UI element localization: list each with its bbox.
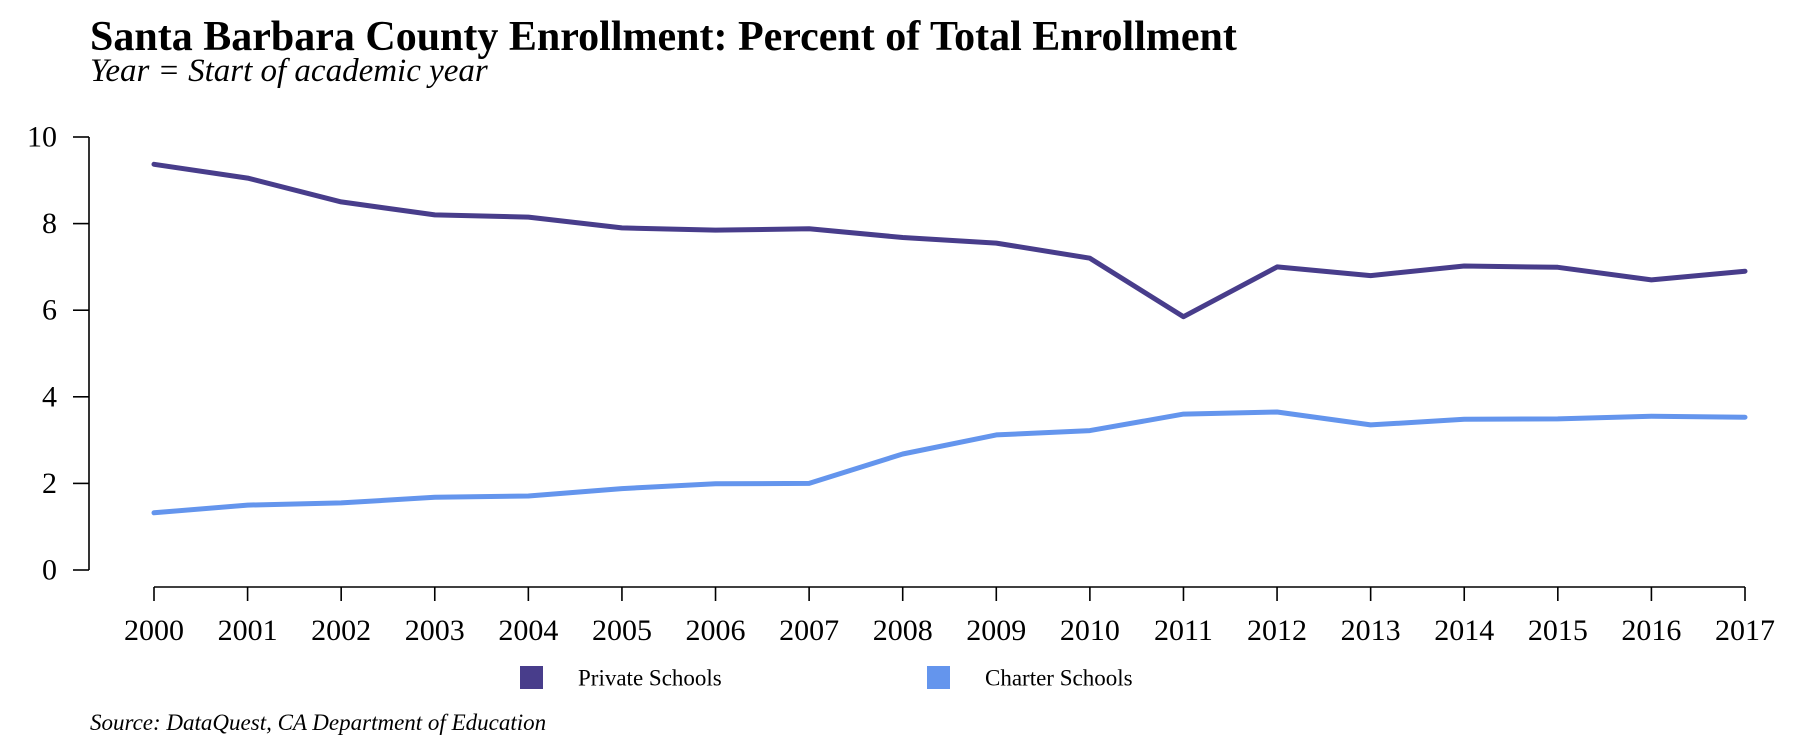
x-tick-label: 2005 [592,614,652,647]
series-line-private-schools [151,161,1748,320]
y-tick-label: 4 [42,380,57,413]
x-tick-label: 2003 [405,614,465,647]
legend-swatch-private-schools [520,666,543,689]
y-tick-label: 10 [27,121,57,154]
x-tick-label: 2013 [1341,614,1401,647]
x-tick-label: 2015 [1528,614,1588,647]
series-lines [151,161,1748,516]
x-tick-label: 2008 [873,614,933,647]
x-tick-label: 2016 [1621,614,1681,647]
legend-swatch-charter-schools [927,666,950,689]
chart-title: Santa Barbara County Enrollment: Percent… [90,14,1237,60]
y-axis: 0 2 4 6 8 10 [27,121,90,587]
x-axis: 2000 2001 2002 2003 2004 2005 2006 2007 2008 2009… [124,586,1775,647]
x-tick-label: 2007 [779,614,839,647]
x-tick-label: 2006 [686,614,746,647]
legend-label-private-schools: Private Schools [578,666,722,691]
legend-label-charter-schools: Charter Schools [985,666,1133,691]
y-tick-label: 8 [42,207,57,240]
x-tick-label: 2011 [1154,614,1213,647]
x-tick-label: 2002 [311,614,371,647]
x-tick-label: 2017 [1715,614,1775,647]
x-tick-label: 2004 [498,614,558,647]
y-tick-label: 2 [42,467,57,500]
x-tick-label: 2012 [1247,614,1307,647]
x-tick-label: 2001 [218,614,278,647]
chart-source: Source: DataQuest, CA Department of Educ… [90,710,547,735]
x-tick-label: 2010 [1060,614,1120,647]
y-tick-label: 6 [42,294,57,327]
x-tick-label: 2014 [1434,614,1494,647]
x-tick-label: 2009 [966,614,1026,647]
chart-subtitle: Year = Start of academic year [90,53,488,89]
legend: Private Schools Charter Schools [520,666,1133,691]
x-tick-label: 2000 [124,614,184,647]
series-line-charter-schools [151,409,1748,516]
y-tick-label: 0 [42,554,57,587]
